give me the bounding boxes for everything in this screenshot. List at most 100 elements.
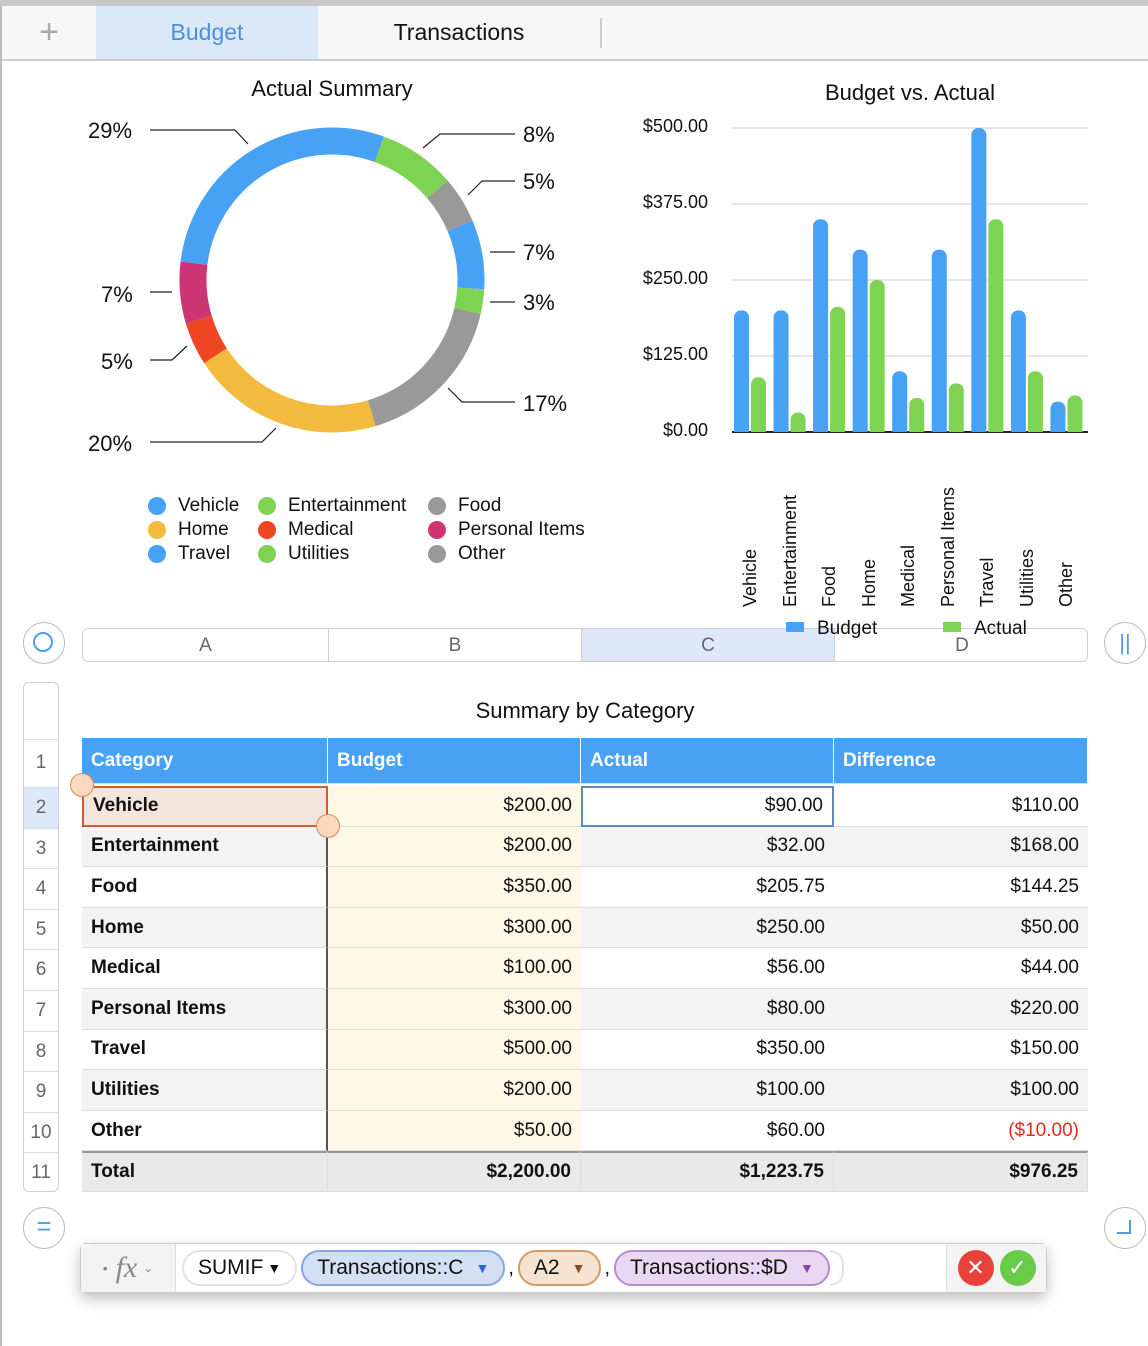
table-cell[interactable]: Food — [82, 867, 328, 908]
donut-slice-vehicle[interactable] — [447, 220, 485, 290]
select-table-button[interactable] — [23, 622, 65, 664]
bar-budget-utilities[interactable] — [1010, 310, 1026, 432]
header-cell[interactable]: Actual — [581, 738, 834, 784]
table-cell[interactable]: $200.00 — [328, 826, 581, 868]
column-header-c[interactable]: C — [582, 629, 835, 661]
tab-transactions[interactable]: Transactions — [393, 19, 525, 45]
table-cell[interactable]: Travel — [82, 1029, 328, 1071]
row-header-8[interactable]: 8 — [24, 1030, 58, 1072]
selection-handle[interactable] — [316, 814, 340, 838]
donut-slice-entertainment[interactable] — [454, 287, 485, 315]
table-cell[interactable]: $90.00 — [581, 786, 834, 827]
header-cell[interactable]: Difference — [834, 738, 1088, 784]
row-header-1[interactable]: 1 — [24, 739, 58, 785]
table-cell[interactable]: Home — [82, 907, 328, 949]
row-header-10[interactable]: 10 — [24, 1111, 58, 1153]
row-header-4[interactable]: 4 — [24, 868, 58, 909]
range-token[interactable]: Transactions::$D ▼ — [614, 1250, 830, 1286]
table-cell[interactable]: Total — [82, 1151, 328, 1192]
accept-icon[interactable]: ✓ — [999, 1250, 1036, 1286]
table-cell[interactable]: $100.00 — [581, 1070, 834, 1111]
row-header-3[interactable]: 3 — [24, 827, 58, 869]
bar-budget-travel[interactable] — [971, 128, 987, 432]
row-header-6[interactable]: 6 — [24, 949, 58, 990]
table-cell[interactable]: $80.00 — [581, 989, 834, 1030]
bar-actual-other[interactable] — [1067, 395, 1083, 432]
add-sheet-button[interactable]: + — [39, 13, 59, 51]
table-cell[interactable]: $350.00 — [581, 1029, 834, 1071]
table-cell[interactable]: $220.00 — [834, 989, 1088, 1030]
bar-actual-home[interactable] — [869, 280, 885, 432]
bar-budget-food[interactable] — [813, 219, 829, 432]
table-cell[interactable]: $50.00 — [328, 1110, 581, 1152]
bar-actual-personal-items[interactable] — [948, 383, 964, 432]
table-cell[interactable]: Entertainment — [82, 826, 328, 868]
bar-budget-entertainment[interactable] — [773, 310, 789, 432]
table-cell[interactable]: $1,223.75 — [581, 1151, 834, 1192]
table-cell[interactable]: $100.00 — [328, 948, 581, 989]
add-column-handle-icon[interactable]: || — [1104, 622, 1146, 664]
table-cell[interactable]: $150.00 — [834, 1029, 1088, 1071]
table-cell[interactable]: Utilities — [82, 1070, 328, 1111]
tab-budget[interactable]: Budget — [96, 6, 318, 59]
bar-chart[interactable] — [620, 100, 1148, 630]
table-cell[interactable]: Medical — [82, 948, 328, 989]
donut-slice-food[interactable] — [367, 307, 481, 427]
cell-token[interactable]: A2 ▼ — [517, 1250, 602, 1286]
header-cell[interactable]: Budget — [328, 738, 581, 784]
table-cell[interactable]: Vehicle — [82, 786, 328, 827]
donut-slice-other[interactable] — [426, 180, 473, 232]
table-cell[interactable]: $976.25 — [834, 1151, 1088, 1192]
table-cell[interactable]: ($10.00) — [834, 1110, 1088, 1152]
bar-budget-home[interactable] — [852, 249, 868, 432]
add-row-handle-icon[interactable]: = — [23, 1207, 65, 1249]
donut-chart[interactable] — [0, 100, 620, 580]
table-cell[interactable]: $100.00 — [834, 1070, 1088, 1111]
table-cell[interactable]: $2,200.00 — [328, 1151, 581, 1192]
table-cell[interactable]: $350.00 — [328, 867, 581, 908]
function-token[interactable]: SUMIF ▼ — [182, 1250, 298, 1286]
table-cell[interactable]: $200.00 — [328, 786, 581, 827]
formula-type-menu[interactable]: • fx ⌄ — [81, 1244, 176, 1292]
cancel-icon[interactable]: ✕ — [957, 1250, 994, 1286]
table-cell[interactable]: $144.25 — [834, 867, 1088, 908]
table-cell[interactable]: $32.00 — [581, 826, 834, 868]
column-header-b[interactable]: B — [329, 629, 582, 661]
formula-editor[interactable]: • fx ⌄ SUMIF ▼ Transactions::C ▼ , A2 ▼ , T… — [80, 1243, 1047, 1293]
row-header-7[interactable]: 7 — [24, 990, 58, 1031]
column-header-d[interactable]: D — [955, 635, 969, 656]
table-cell[interactable]: $205.75 — [581, 867, 834, 908]
bar-actual-vehicle[interactable] — [751, 377, 766, 432]
row-header-9[interactable]: 9 — [24, 1071, 58, 1112]
row-header-5[interactable]: 5 — [24, 908, 58, 950]
resize-table-handle-icon[interactable] — [1104, 1207, 1146, 1249]
table-cell[interactable]: Personal Items — [82, 989, 328, 1030]
range-token[interactable]: Transactions::C ▼ — [301, 1250, 506, 1286]
table-cell[interactable]: $56.00 — [581, 948, 834, 989]
table-cell[interactable]: $50.00 — [834, 907, 1088, 949]
table-cell[interactable]: $168.00 — [834, 826, 1088, 868]
table-cell[interactable]: $500.00 — [328, 1029, 581, 1071]
donut-slice-home[interactable] — [204, 348, 376, 433]
table-cell[interactable]: Other — [82, 1110, 328, 1152]
table-cell[interactable]: $110.00 — [834, 786, 1088, 827]
row-header-2[interactable]: 2 — [24, 787, 58, 828]
table-cell[interactable]: $200.00 — [328, 1070, 581, 1111]
table-cell[interactable]: $60.00 — [581, 1110, 834, 1152]
bar-actual-utilities[interactable] — [1027, 371, 1043, 432]
bar-actual-medical[interactable] — [909, 397, 925, 432]
bar-budget-medical[interactable] — [892, 371, 908, 432]
bar-actual-food[interactable] — [830, 306, 846, 432]
bar-budget-vehicle[interactable] — [734, 310, 749, 432]
table-cell[interactable]: $44.00 — [834, 948, 1088, 989]
header-cell[interactable]: Category — [82, 738, 328, 784]
row-header-11[interactable]: 11 — [24, 1152, 58, 1191]
donut-slice-personal-items[interactable] — [179, 261, 212, 324]
donut-slice-utilities[interactable] — [374, 136, 448, 199]
column-header-a[interactable]: A — [83, 629, 329, 661]
bar-budget-personal-items[interactable] — [931, 249, 947, 432]
bar-actual-travel[interactable] — [988, 219, 1004, 432]
donut-slice-travel[interactable] — [180, 127, 384, 265]
selection-handle[interactable] — [70, 773, 94, 797]
table-cell[interactable]: $300.00 — [328, 907, 581, 949]
